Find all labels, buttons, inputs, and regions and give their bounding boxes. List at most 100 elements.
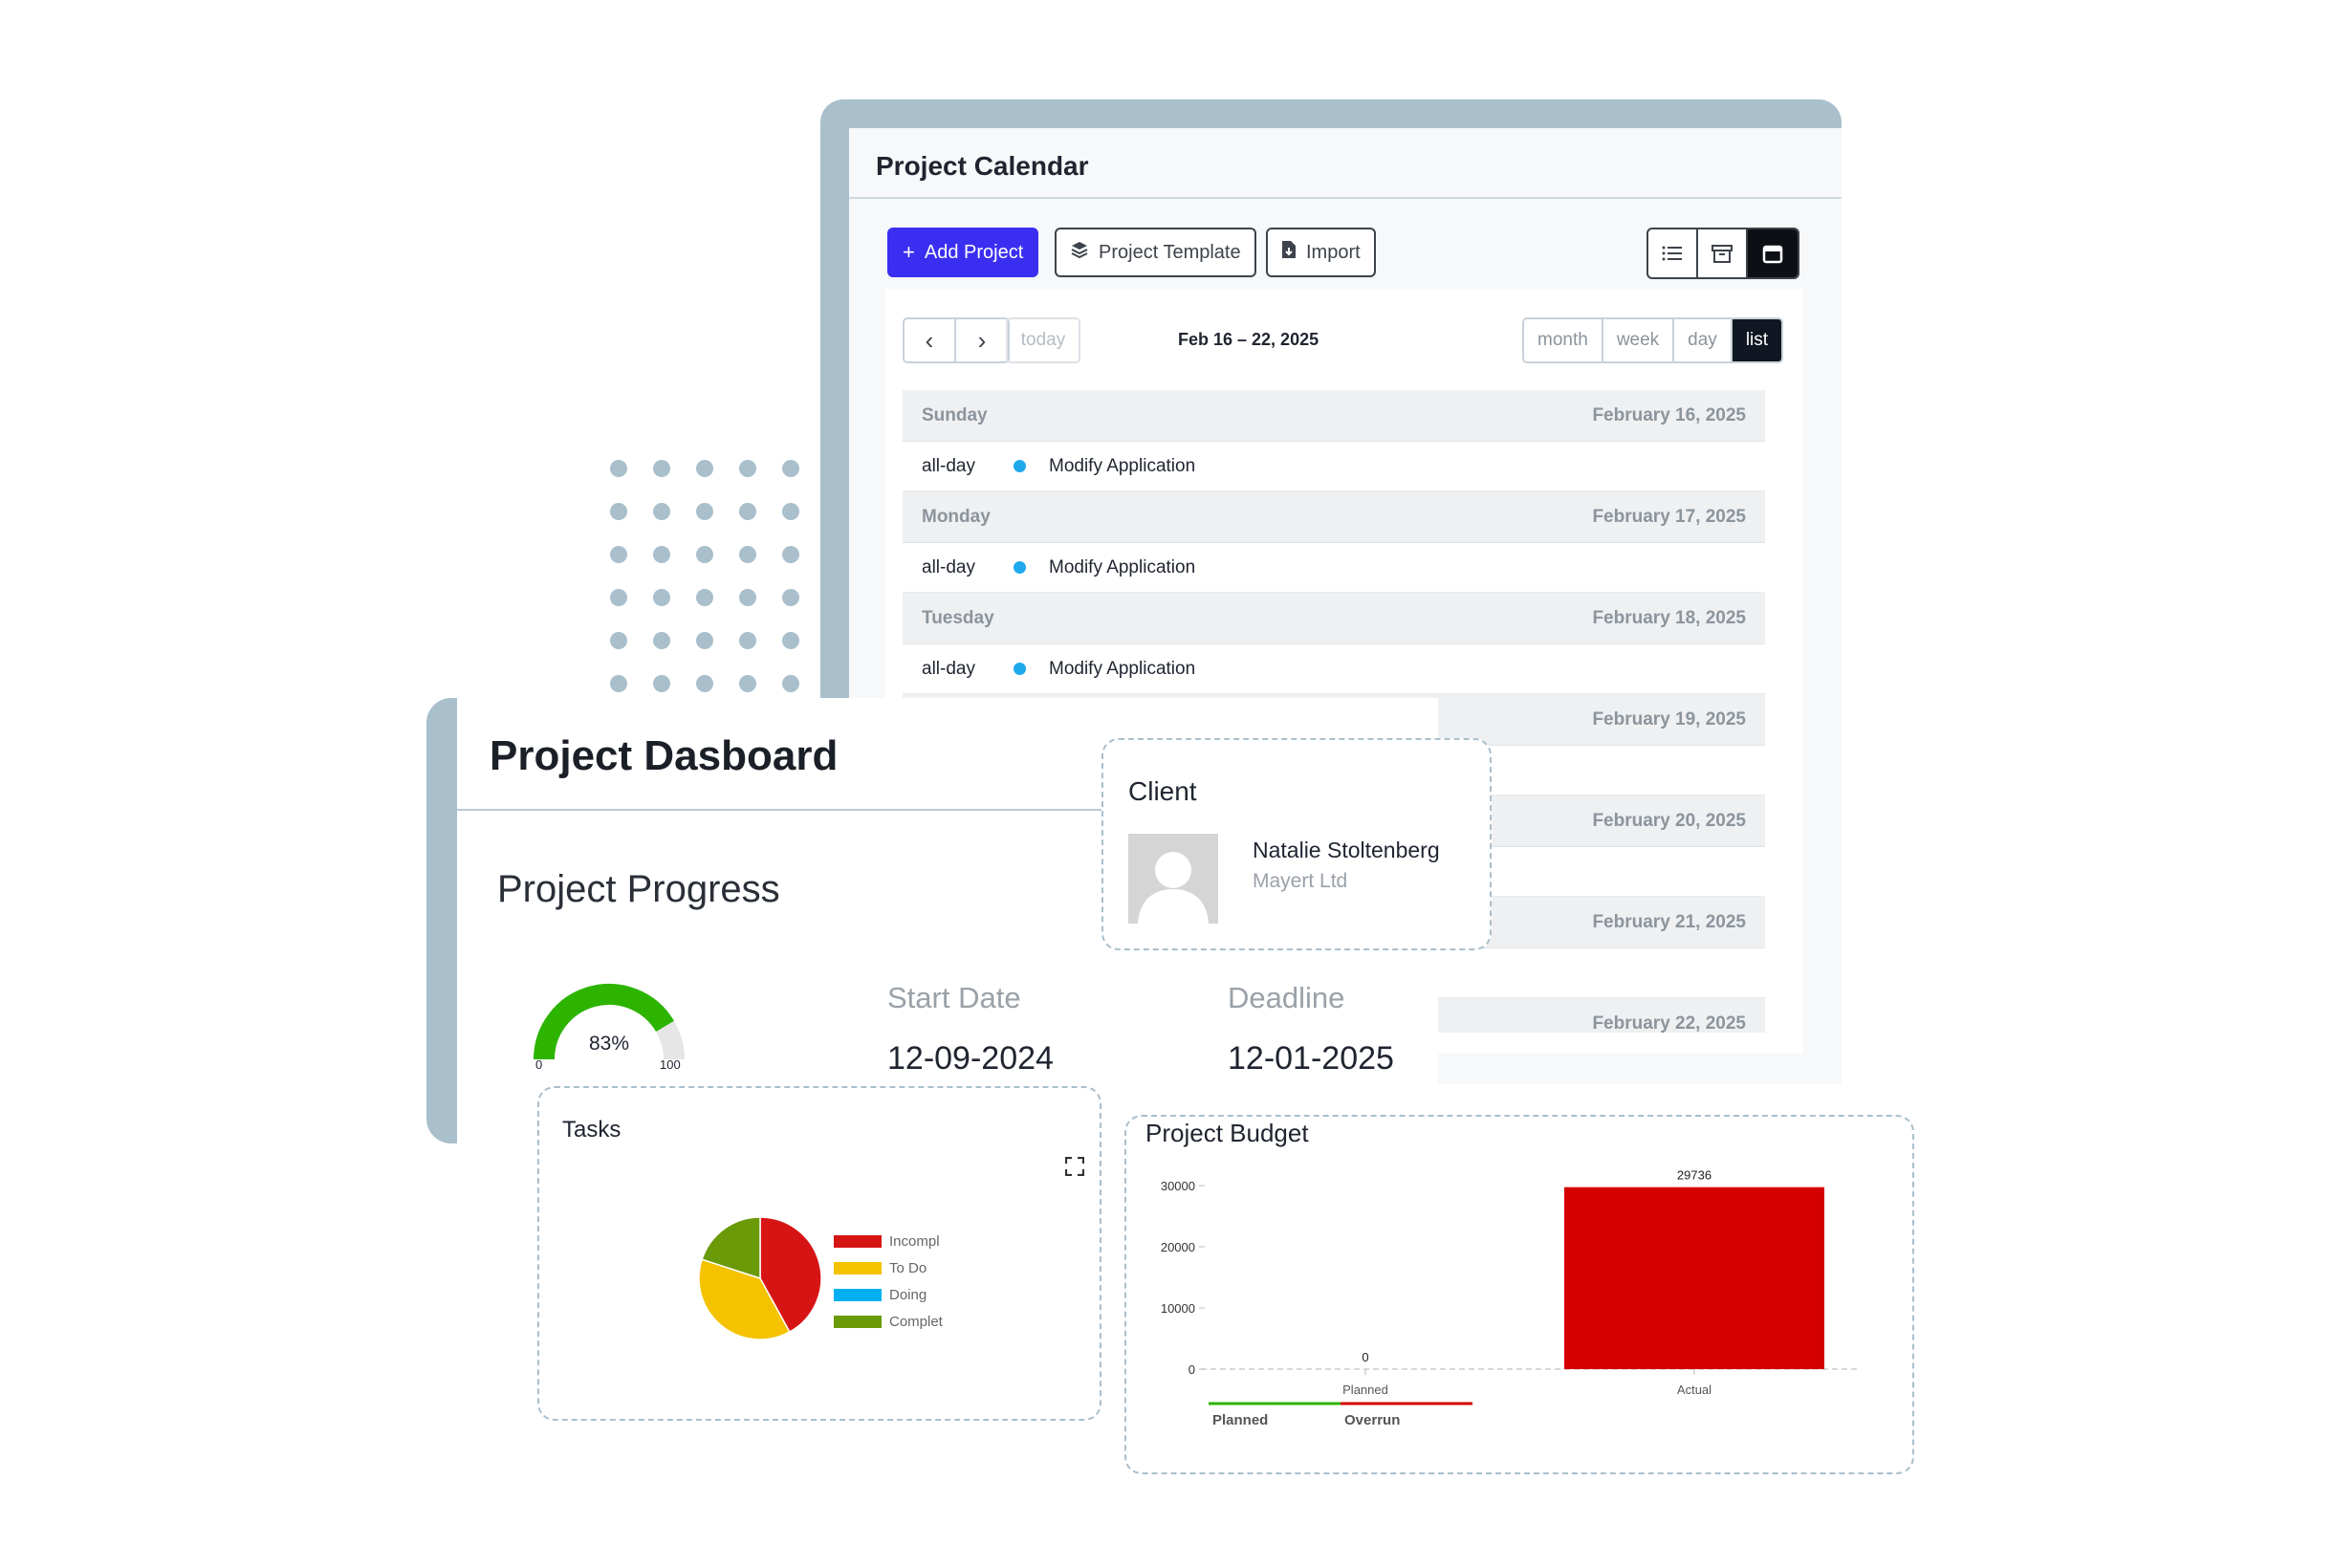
date-label: February 16, 2025 — [1592, 404, 1746, 425]
tasks-title: Tasks — [562, 1117, 621, 1143]
decor-dot — [653, 460, 670, 477]
archive-view-button[interactable] — [1698, 229, 1748, 277]
gauge-fill — [534, 984, 674, 1060]
decor-dot — [782, 503, 799, 520]
decor-dot — [782, 546, 799, 563]
decor-dot — [653, 675, 670, 692]
project-progress-title: Project Progress — [497, 868, 780, 910]
bar-value-label: 0 — [1362, 1350, 1368, 1364]
event-title: Modify Application — [1049, 658, 1196, 679]
bar-actual — [1564, 1187, 1824, 1369]
prev-week-button[interactable]: ‹ — [905, 319, 956, 361]
gauge-min-label: 0 — [535, 1057, 543, 1072]
legend-label: To Do — [889, 1259, 927, 1276]
calendar-title: Project Calendar — [876, 151, 1089, 181]
budget-bar-chart: 0 10000 20000 30000 0 Planned 29736 Actual Plann… — [1161, 1168, 1859, 1428]
import-button[interactable]: Import — [1266, 228, 1376, 277]
view-switcher — [1646, 228, 1799, 279]
legend-swatch — [834, 1288, 882, 1301]
date-label: February 17, 2025 — [1592, 506, 1746, 527]
calendar-nav: ‹ › — [903, 317, 1010, 363]
client-company: Mayert Ltd — [1253, 870, 1348, 892]
decor-dot — [782, 589, 799, 606]
plus-icon: + — [903, 240, 915, 264]
legend-label: Complet — [889, 1313, 943, 1330]
decor-dot — [610, 589, 627, 606]
list-view-button[interactable] — [1648, 229, 1698, 277]
decor-dot — [696, 632, 713, 649]
budget-card: Project Budget 0 10000 20000 30000 0 Planned 2… — [1124, 1115, 1914, 1474]
today-button[interactable]: today — [1006, 317, 1080, 363]
day-mode-button[interactable]: day — [1674, 319, 1733, 361]
legend-swatch — [834, 1261, 882, 1274]
y-tick-label: 10000 — [1161, 1301, 1195, 1316]
dashboard-title: Project Dasboard — [490, 732, 839, 779]
project-template-label: Project Template — [1099, 241, 1241, 263]
x-tick-label: Planned — [1342, 1383, 1388, 1397]
add-project-label: Add Project — [924, 241, 1024, 263]
decor-dot — [782, 460, 799, 477]
client-title: Client — [1128, 776, 1197, 806]
legend-item[interactable]: Doing — [834, 1281, 943, 1308]
fullscreen-icon[interactable] — [1065, 1157, 1084, 1176]
legend-swatch — [834, 1315, 882, 1328]
event-row[interactable]: all-day Modify Application — [903, 543, 1765, 593]
event-time: all-day — [922, 658, 975, 679]
event-dot-icon — [1014, 460, 1026, 472]
month-mode-button[interactable]: month — [1524, 319, 1603, 361]
client-card: Client Natalie Stoltenberg Mayert Ltd — [1101, 738, 1492, 950]
project-template-button[interactable]: Project Template — [1055, 228, 1256, 277]
decor-dot — [610, 675, 627, 692]
calendar-header: Project Calendar — [849, 128, 1842, 199]
decor-dot — [653, 546, 670, 563]
legend-item[interactable]: To Do — [834, 1254, 943, 1281]
decor-dot — [653, 632, 670, 649]
legend-item[interactable]: Incompl — [834, 1228, 943, 1254]
week-mode-button[interactable]: week — [1603, 319, 1675, 361]
calendar-mode-switcher: month week day list — [1522, 317, 1784, 363]
list-icon — [1662, 246, 1682, 261]
day-header-row: Sunday February 16, 2025 — [903, 390, 1765, 442]
bar-value-label: 29736 — [1677, 1168, 1712, 1183]
weekday-label: Sunday — [922, 404, 988, 425]
budget-title: Project Budget — [1145, 1119, 1309, 1147]
decor-dot — [696, 546, 713, 563]
add-project-button[interactable]: + Add Project — [887, 228, 1039, 277]
legend-item[interactable]: Complet — [834, 1308, 943, 1335]
calendar-view-button[interactable] — [1748, 229, 1798, 277]
decor-dot — [696, 675, 713, 692]
file-import-icon — [1281, 240, 1297, 265]
decor-dot — [653, 503, 670, 520]
import-label: Import — [1306, 241, 1361, 263]
date-label: February 19, 2025 — [1592, 708, 1746, 730]
layers-icon — [1070, 240, 1089, 265]
decor-dot — [782, 675, 799, 692]
budget-legend-label: Overrun — [1344, 1412, 1400, 1428]
decor-dot — [739, 546, 756, 563]
tasks-pie-chart — [698, 1216, 822, 1340]
client-name: Natalie Stoltenberg — [1253, 838, 1440, 862]
start-date-label: Start Date — [887, 981, 1021, 1014]
start-date-value: 12-09-2024 — [887, 1040, 1054, 1077]
next-week-button[interactable]: › — [956, 319, 1008, 361]
date-label: February 20, 2025 — [1592, 810, 1746, 831]
day-header-row: Monday February 17, 2025 — [903, 491, 1765, 543]
y-tick-label: 20000 — [1161, 1240, 1195, 1254]
gauge-value: 83% — [589, 1033, 630, 1055]
legend-swatch — [834, 1234, 882, 1248]
event-row[interactable]: all-day Modify Application — [903, 644, 1765, 694]
list-mode-button[interactable]: list — [1732, 319, 1782, 361]
decor-dot — [696, 460, 713, 477]
user-silhouette-icon — [1138, 852, 1209, 924]
decor-dot — [739, 675, 756, 692]
event-time: all-day — [922, 455, 975, 476]
chevron-left-icon: ‹ — [925, 325, 934, 355]
decor-dot — [739, 632, 756, 649]
event-title: Modify Application — [1049, 455, 1196, 476]
decor-dot — [696, 503, 713, 520]
date-range-label: Feb 16 – 22, 2025 — [1178, 330, 1319, 349]
event-row[interactable]: all-day Modify Application — [903, 442, 1765, 491]
tasks-card: Tasks Incompl To Do Doing Complet — [537, 1086, 1101, 1421]
tasks-legend: Incompl To Do Doing Complet — [834, 1228, 943, 1335]
gauge-max-label: 100 — [660, 1057, 681, 1072]
